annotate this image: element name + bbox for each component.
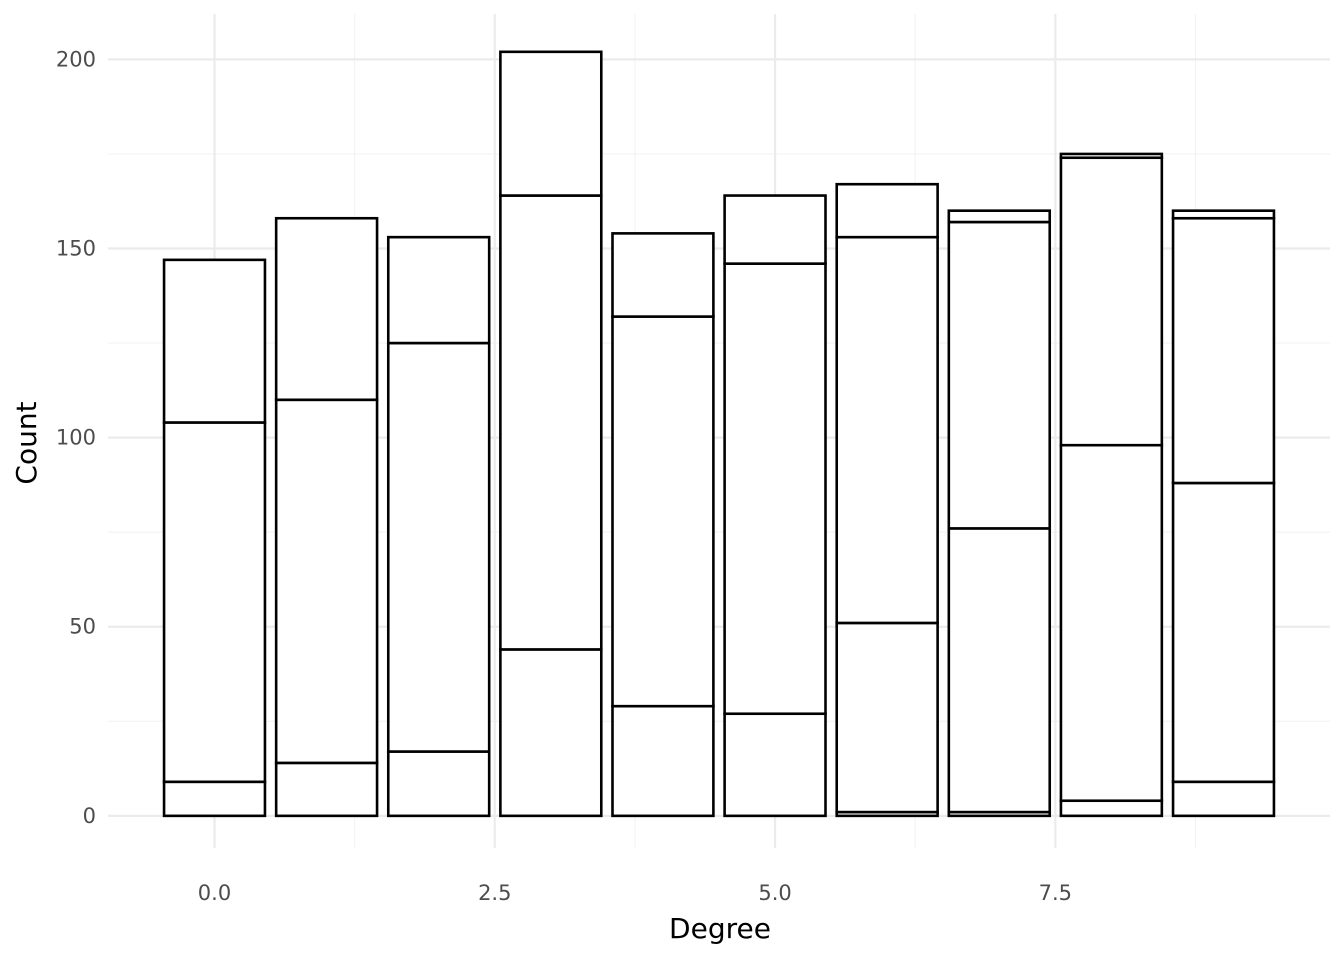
y-tick-label: 0 [83, 804, 96, 828]
y-tick-label: 200 [56, 47, 96, 71]
bar-segment [499, 50, 603, 197]
bar-segment [835, 621, 939, 814]
bar-segment [162, 258, 267, 424]
x-tick-label: 2.5 [478, 881, 511, 905]
bar-segment [723, 712, 827, 818]
y-tick-label: 100 [56, 426, 96, 450]
bar-segment [1171, 481, 1276, 784]
x-tick-label: 0.0 [198, 881, 231, 905]
bar-segment [499, 648, 603, 818]
bar-segment [1171, 780, 1276, 818]
bars [162, 50, 1276, 818]
tick-labels: 0.0 2.5 5.0 7.5 0 50 100 150 200 [56, 47, 1072, 905]
bar-segment [274, 398, 379, 765]
bar-segment [611, 315, 715, 708]
x-axis-title: Degree [669, 912, 771, 945]
bar-segment [723, 194, 827, 265]
bar-segment [162, 421, 267, 784]
bar-segment [162, 780, 267, 818]
bar-segment [835, 182, 939, 239]
bar-segment [1059, 799, 1164, 818]
bar-segment [835, 235, 939, 625]
bar-segment [1171, 209, 1276, 220]
bar-segment [1059, 152, 1164, 160]
bar-segment [947, 209, 1052, 224]
bar-segment [1059, 443, 1164, 803]
bar-segment [274, 216, 379, 402]
y-tick-label: 50 [69, 615, 96, 639]
bar-segment [723, 262, 827, 716]
bar-segment [499, 194, 603, 651]
y-axis-title: Count [10, 401, 43, 484]
bar-segment [386, 235, 491, 345]
y-tick-label: 150 [56, 237, 96, 261]
bar-segment [611, 232, 715, 318]
bar-segment [947, 527, 1052, 814]
x-tick-label: 7.5 [1039, 881, 1072, 905]
bar-segment [386, 341, 491, 753]
bar-segment [1171, 216, 1276, 485]
bar-segment [947, 220, 1052, 530]
bar-segment [1059, 156, 1164, 447]
bar-segment [611, 704, 715, 818]
bar-segment [386, 750, 491, 818]
x-tick-label: 5.0 [758, 881, 791, 905]
bar-segment [274, 761, 379, 818]
